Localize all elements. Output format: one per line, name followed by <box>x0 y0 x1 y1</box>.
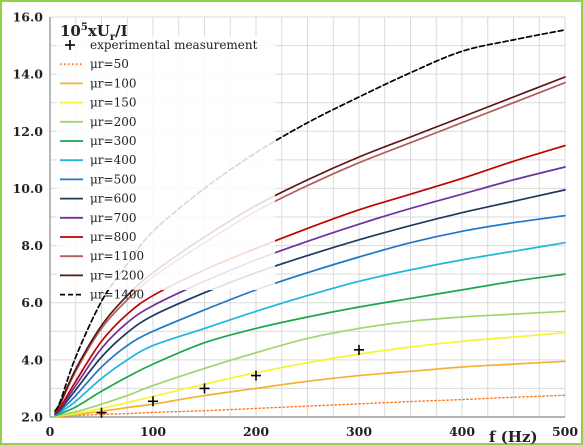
experimental-point <box>96 407 107 418</box>
axes: 2.0 4.0 6.0 8.0 10.0 12.0 14.0 16.0 0 100 200 300 40… <box>13 10 579 440</box>
y-tick-label: 12.0 <box>13 124 44 139</box>
legend-item: μr=400 <box>60 153 137 167</box>
series-line-mur-150 <box>54 331 566 418</box>
y-tick-label: 10.0 <box>13 181 44 196</box>
legend-item: μr=200 <box>60 115 137 129</box>
legend-label: μr=50 <box>90 57 129 71</box>
legend-item: μr=700 <box>60 211 137 225</box>
y-axis-label: 105xUr/I <box>60 22 128 43</box>
y-tick-label: 16.0 <box>13 10 44 25</box>
x-tick-label: 100 <box>140 424 166 439</box>
y-tick-label: 4.0 <box>21 352 43 367</box>
legend-item: μr=100 <box>60 76 137 90</box>
legend-background <box>57 36 275 290</box>
legend-label: μr=1200 <box>90 268 144 282</box>
x-tick-label: 400 <box>449 424 475 439</box>
legend-label: μr=200 <box>90 115 137 129</box>
y-axis-label-mid: xU <box>88 22 110 40</box>
legend-item: μr=1200 <box>60 268 144 282</box>
legend-label: μr=1400 <box>90 288 144 302</box>
legend: experimental measurement μr=50 μr=100 μr=15… <box>57 36 275 302</box>
legend-label: μr=600 <box>90 192 137 206</box>
legend-item: μr=1100 <box>60 249 144 263</box>
legend-item: μr=1400 <box>60 288 144 302</box>
series-line-mur-500 <box>54 214 566 416</box>
legend-item: μr=150 <box>60 96 137 110</box>
y-tick-label: 6.0 <box>21 295 43 310</box>
legend-item: μr=800 <box>60 230 137 244</box>
legend-label: μr=150 <box>90 96 137 110</box>
experimental-point <box>199 383 210 394</box>
legend-item: μr=500 <box>60 172 137 186</box>
series-line-mur-200 <box>54 310 566 418</box>
legend-label: μr=1100 <box>90 249 144 263</box>
series-line-mur-400 <box>54 241 566 416</box>
legend-label: μr=500 <box>90 172 137 186</box>
legend-label: μr=800 <box>90 230 137 244</box>
y-tick-label: 8.0 <box>21 238 43 253</box>
legend-item: μr=600 <box>60 192 137 206</box>
y-axis-label-base: 10 <box>60 22 81 40</box>
legend-label: μr=100 <box>90 76 137 90</box>
x-tick-label: 0 <box>46 424 55 439</box>
y-tick-label: 2.0 <box>21 410 43 425</box>
axis-labels: 105xUr/I f (Hz) <box>60 22 538 445</box>
series-line-mur-300 <box>54 273 566 417</box>
experimental-point <box>251 370 261 381</box>
y-axis-label-exp: 5 <box>81 22 88 33</box>
legend-item: μr=50 <box>60 57 129 71</box>
experimental-point <box>148 396 158 407</box>
x-axis-label: f (Hz) <box>489 428 538 445</box>
experimental-markers <box>96 344 364 418</box>
y-axis-label-sub: r <box>110 32 116 43</box>
legend-label: μr=700 <box>90 211 137 225</box>
legend-label: experimental measurement <box>90 38 258 52</box>
legend-item: μr=300 <box>60 134 137 148</box>
x-tick-label: 300 <box>346 424 372 439</box>
legend-item: experimental measurement <box>65 38 258 52</box>
legend-label: μr=300 <box>90 134 137 148</box>
series-line-mur-100 <box>54 360 566 418</box>
experimental-point <box>354 344 364 355</box>
y-tick-label: 14.0 <box>13 67 44 82</box>
x-tick-label: 200 <box>243 424 269 439</box>
legend-label: μr=400 <box>90 153 137 167</box>
y-axis-label-tail: /I <box>115 22 128 40</box>
x-tick-label: 500 <box>552 424 578 439</box>
